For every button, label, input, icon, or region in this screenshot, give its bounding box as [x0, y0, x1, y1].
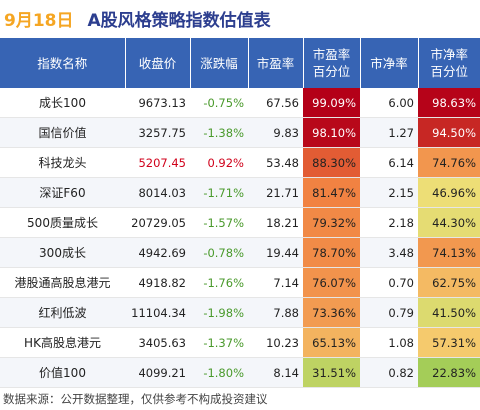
pe-cell: 53.48 — [248, 147, 303, 178]
pe-cell: 9.83 — [248, 117, 303, 148]
change-cell: -1.57% — [190, 207, 248, 238]
index-name-cell: 300成长 — [0, 237, 125, 268]
index-name-cell: 深证F60 — [0, 177, 125, 208]
change-cell: -1.80% — [190, 357, 248, 388]
pe-cell: 10.23 — [248, 327, 303, 358]
column-header-pe: 市盈率 — [248, 38, 304, 88]
close-price-cell: 5207.45 — [125, 147, 190, 178]
index-name-cell: 港股通高股息港元 — [0, 267, 125, 298]
pb-percentile-cell: 62.75% — [418, 267, 480, 298]
index-name-cell: 500质量成长 — [0, 207, 125, 238]
column-header-change: 涨跌幅 — [190, 38, 249, 88]
close-price-cell: 8014.03 — [125, 177, 190, 208]
title-bar: 9月18日 A股风格策略指数估值表 — [0, 0, 480, 36]
pb-cell: 1.08 — [360, 327, 418, 358]
pb-cell: 0.82 — [360, 357, 418, 388]
column-header-pe-percentile: 市盈率 百分位 — [303, 38, 361, 88]
pb-cell: 1.27 — [360, 117, 418, 148]
table-header-row: 指数名称 收盘价 涨跌幅 市盈率 市盈率 百分位 市净率 市净率 百分位 — [0, 38, 480, 88]
pe-percentile-cell: 78.70% — [303, 237, 360, 268]
index-name-cell: 价值100 — [0, 357, 125, 388]
pe-percentile-cell: 79.32% — [303, 207, 360, 238]
index-name-cell: 成长100 — [0, 88, 125, 118]
table-row: 500质量成长 20729.05 -1.57% 18.21 79.32% 2.18 44.3… — [0, 207, 480, 238]
change-cell: -1.38% — [190, 117, 248, 148]
pb-cell: 2.18 — [360, 207, 418, 238]
close-price-cell: 11104.34 — [125, 297, 190, 328]
pe-cell: 18.21 — [248, 207, 303, 238]
pb-percentile-cell: 74.76% — [418, 147, 480, 178]
pb-cell: 6.14 — [360, 147, 418, 178]
pb-cell: 0.70 — [360, 267, 418, 298]
table-row: 红利低波 11104.34 -1.98% 7.88 73.36% 0.79 41.50% — [0, 297, 480, 328]
pe-cell: 67.56 — [248, 88, 303, 118]
column-header-close: 收盘价 — [125, 38, 191, 88]
column-header-name: 指数名称 — [0, 38, 126, 88]
pb-percentile-cell: 98.63% — [418, 88, 480, 118]
pe-cell: 7.88 — [248, 297, 303, 328]
index-name-cell: 红利低波 — [0, 297, 125, 328]
pb-percentile-cell: 94.50% — [418, 117, 480, 148]
title-date: 9月18日 — [4, 10, 74, 31]
table-row: HK高股息港元 3405.63 -1.37% 10.23 65.13% 1.08 57.31… — [0, 327, 480, 358]
change-cell: -1.98% — [190, 297, 248, 328]
pb-percentile-cell: 44.30% — [418, 207, 480, 238]
table-row: 价值100 4099.21 -1.80% 8.14 31.51% 0.82 22.83% — [0, 357, 480, 388]
pe-percentile-cell: 99.09% — [303, 88, 360, 118]
pb-cell: 3.48 — [360, 237, 418, 268]
pe-percentile-cell: 98.10% — [303, 117, 360, 148]
pb-percentile-cell: 22.83% — [418, 357, 480, 388]
valuation-table: 指数名称 收盘价 涨跌幅 市盈率 市盈率 百分位 市净率 市净率 百分位 成长1… — [0, 38, 480, 388]
index-name-cell: 科技龙头 — [0, 147, 125, 178]
index-name-cell: HK高股息港元 — [0, 327, 125, 358]
pb-percentile-cell: 74.13% — [418, 237, 480, 268]
table-row: 国信价值 3257.75 -1.38% 9.83 98.10% 1.27 94.50% — [0, 117, 480, 148]
close-price-cell: 20729.05 — [125, 207, 190, 238]
pe-percentile-cell: 76.07% — [303, 267, 360, 298]
close-price-cell: 4942.69 — [125, 237, 190, 268]
pb-percentile-cell: 41.50% — [418, 297, 480, 328]
pe-cell: 19.44 — [248, 237, 303, 268]
pe-cell: 7.14 — [248, 267, 303, 298]
page-title: A股风格策略指数估值表 — [87, 10, 271, 31]
pb-cell: 0.79 — [360, 297, 418, 328]
change-cell: -0.78% — [190, 237, 248, 268]
change-cell: -1.71% — [190, 177, 248, 208]
change-cell: -1.37% — [190, 327, 248, 358]
pe-percentile-cell: 65.13% — [303, 327, 360, 358]
pb-cell: 2.15 — [360, 177, 418, 208]
table-row: 港股通高股息港元 4918.82 -1.76% 7.14 76.07% 0.70 62.75… — [0, 267, 480, 298]
pb-percentile-cell: 57.31% — [418, 327, 480, 358]
change-cell: 0.92% — [190, 147, 248, 178]
table-row: 成长100 9673.13 -0.75% 67.56 99.09% 6.00 98.63% — [0, 88, 480, 118]
change-cell: -0.75% — [190, 88, 248, 118]
change-cell: -1.76% — [190, 267, 248, 298]
pb-cell: 6.00 — [360, 88, 418, 118]
close-price-cell: 4099.21 — [125, 357, 190, 388]
pe-percentile-cell: 88.30% — [303, 147, 360, 178]
pe-percentile-cell: 81.47% — [303, 177, 360, 208]
table-row: 300成长 4942.69 -0.78% 19.44 78.70% 3.48 74.13% — [0, 237, 480, 268]
close-price-cell: 4918.82 — [125, 267, 190, 298]
footer-note: 数据来源：公开数据整理，仅供参考不构成投资建议 — [3, 392, 268, 406]
close-price-cell: 3405.63 — [125, 327, 190, 358]
pe-percentile-cell: 31.51% — [303, 357, 360, 388]
close-price-cell: 3257.75 — [125, 117, 190, 148]
pe-percentile-cell: 73.36% — [303, 297, 360, 328]
pe-cell: 8.14 — [248, 357, 303, 388]
close-price-cell: 9673.13 — [125, 88, 190, 118]
pb-percentile-cell: 46.96% — [418, 177, 480, 208]
pe-cell: 21.71 — [248, 177, 303, 208]
column-header-pb-percentile: 市净率 百分位 — [418, 38, 480, 88]
column-header-pb: 市净率 — [360, 38, 419, 88]
table-row: 科技龙头 5207.45 0.92% 53.48 88.30% 6.14 74.76% — [0, 147, 480, 178]
table-row: 深证F60 8014.03 -1.71% 21.71 81.47% 2.15 46.96% — [0, 177, 480, 208]
index-name-cell: 国信价值 — [0, 117, 125, 148]
